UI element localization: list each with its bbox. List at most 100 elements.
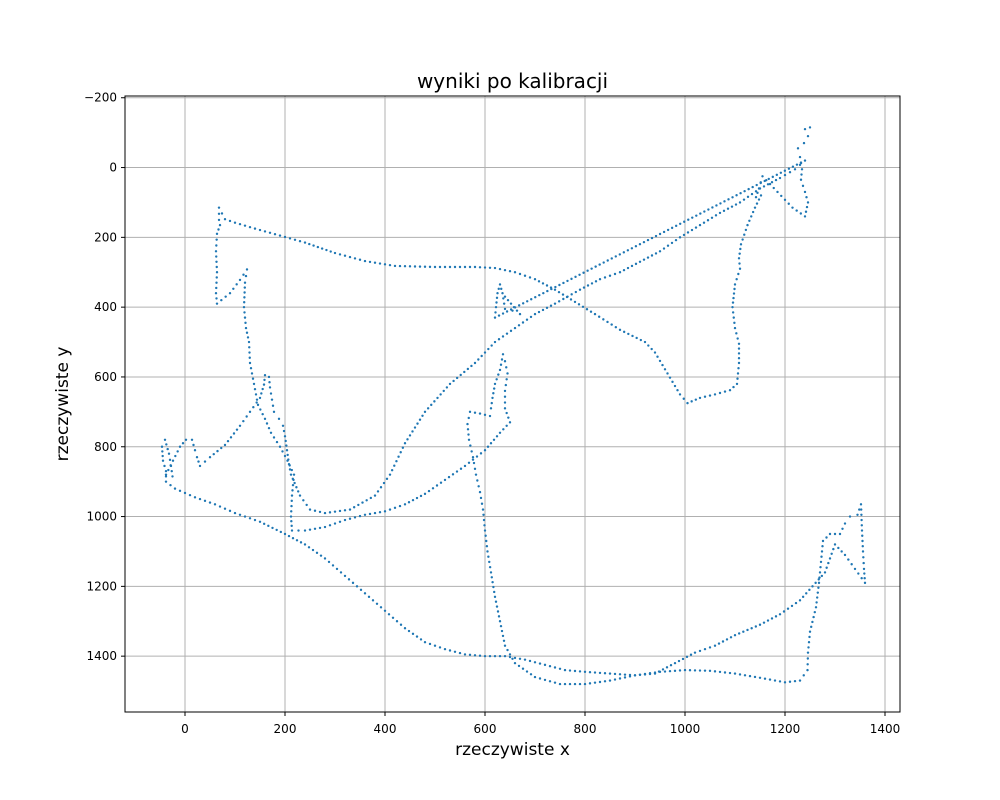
data-point	[713, 670, 717, 673]
data-point	[747, 187, 750, 191]
data-point	[501, 335, 505, 338]
data-point	[223, 507, 227, 510]
data-point	[542, 291, 545, 295]
data-point	[508, 653, 512, 656]
data-point	[418, 418, 422, 421]
data-point	[416, 422, 419, 425]
data-point	[165, 443, 168, 446]
data-point	[303, 543, 307, 546]
data-point	[770, 181, 774, 184]
data-point	[663, 670, 667, 673]
data-point	[830, 552, 833, 555]
data-point	[578, 670, 582, 673]
data-point	[668, 669, 672, 673]
data-point	[302, 499, 305, 502]
data-point	[710, 216, 714, 219]
data-point	[161, 454, 164, 458]
data-point	[506, 298, 510, 302]
data-point	[717, 642, 721, 645]
data-point	[358, 514, 362, 518]
data-point	[509, 302, 513, 305]
data-point	[268, 386, 272, 389]
data-point	[428, 265, 432, 269]
data-point	[214, 250, 218, 253]
data-point	[503, 401, 507, 404]
data-point	[430, 403, 433, 407]
data-point	[840, 550, 843, 553]
data-point	[853, 567, 857, 571]
data-point	[299, 541, 303, 544]
data-point	[495, 605, 499, 608]
data-point	[258, 228, 262, 232]
data-point	[642, 240, 646, 244]
data-point	[488, 414, 492, 418]
data-point	[428, 642, 432, 646]
data-point	[311, 548, 315, 552]
data-point	[171, 475, 174, 478]
data-point	[411, 632, 415, 636]
data-point	[505, 378, 508, 381]
data-point	[243, 296, 246, 299]
data-point	[825, 566, 828, 569]
data-point	[490, 576, 493, 579]
data-point	[262, 522, 266, 526]
data-point	[505, 366, 508, 369]
data-point	[583, 682, 587, 686]
data-point	[545, 306, 549, 310]
data-point	[529, 673, 533, 676]
data-point	[833, 532, 837, 536]
data-point	[270, 398, 274, 401]
data-point	[639, 338, 643, 342]
data-point	[754, 625, 758, 628]
data-point	[817, 578, 820, 581]
data-point	[735, 194, 738, 197]
data-point	[755, 202, 759, 205]
data-point	[748, 219, 751, 222]
data-point	[682, 397, 685, 400]
data-point	[485, 539, 488, 543]
data-point	[506, 372, 509, 375]
data-point	[800, 173, 803, 176]
data-point	[533, 312, 537, 316]
data-point	[238, 513, 242, 517]
data-point	[388, 263, 392, 267]
data-point	[495, 296, 499, 300]
data-point	[843, 553, 847, 557]
data-point	[508, 655, 512, 659]
data-point	[782, 610, 786, 613]
data-point	[376, 490, 380, 493]
data-point	[658, 232, 662, 236]
data-point	[244, 274, 248, 278]
data-point	[726, 207, 730, 210]
data-point	[448, 265, 452, 269]
data-point	[811, 585, 814, 588]
data-point	[741, 238, 744, 241]
data-point	[373, 494, 377, 497]
data-point	[318, 526, 322, 530]
data-point	[305, 503, 308, 507]
data-point	[590, 267, 593, 270]
data-point	[477, 485, 480, 488]
data-point	[766, 619, 770, 622]
data-point	[493, 654, 497, 658]
data-point	[766, 183, 770, 186]
data-point	[169, 464, 172, 467]
data-point	[245, 268, 249, 271]
data-point	[486, 550, 489, 553]
data-point	[348, 517, 352, 520]
data-point	[503, 395, 507, 398]
data-point	[290, 499, 293, 503]
data-point	[164, 475, 168, 478]
data-point	[860, 577, 863, 580]
data-point	[277, 417, 281, 421]
data-point	[730, 205, 734, 208]
data-point	[395, 620, 399, 623]
data-point	[738, 673, 742, 676]
data-point	[164, 473, 168, 476]
data-point	[723, 200, 726, 203]
data-point	[498, 431, 502, 434]
data-point	[504, 383, 508, 387]
data-point	[505, 411, 508, 415]
data-point	[255, 398, 259, 401]
data-point	[480, 502, 484, 505]
